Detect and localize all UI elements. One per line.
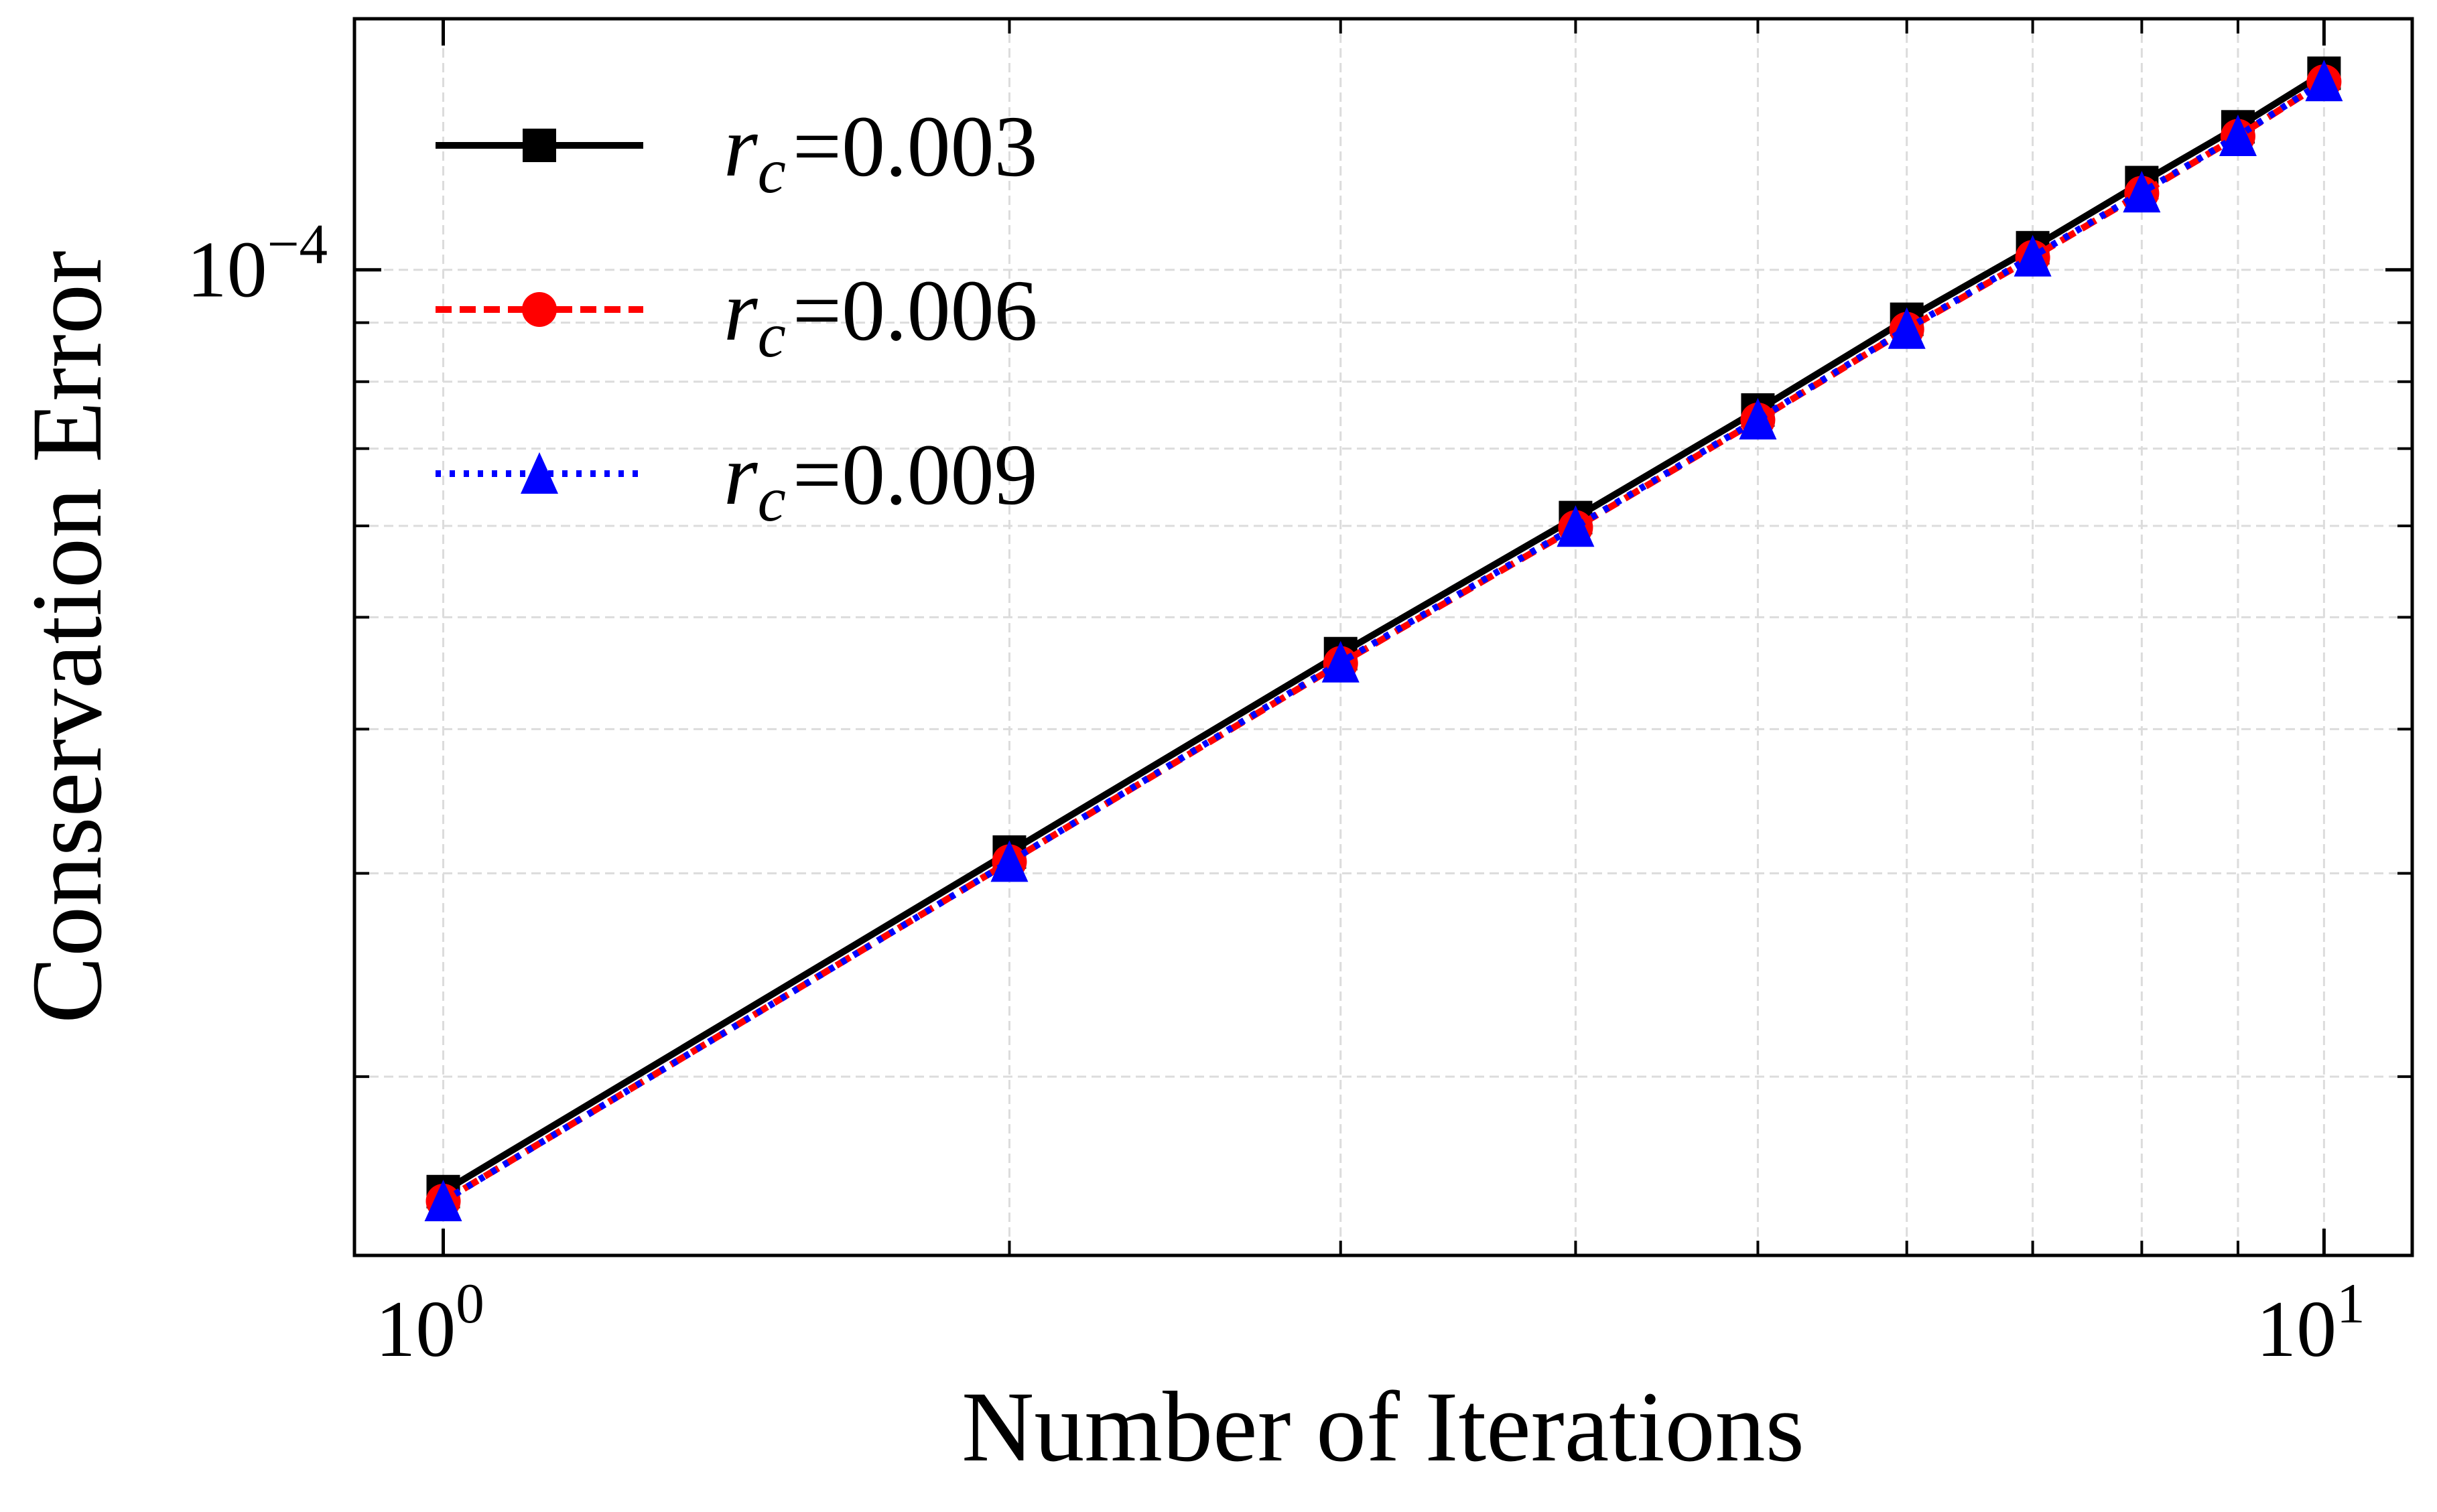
legend-label-1: rc=0.003 — [724, 98, 1038, 206]
legend-label-2: rc=0.006 — [724, 263, 1038, 370]
data-point-series-3 — [2014, 234, 2052, 277]
legend-marker-1 — [523, 129, 556, 162]
x-tick-label: 100 — [375, 1272, 484, 1373]
plot-frame — [352, 17, 2414, 1257]
data-point-series-3 — [1321, 640, 1360, 683]
data-point-series-3 — [424, 1180, 462, 1222]
data-point-series-3 — [2305, 60, 2343, 102]
legend: rc=0.003 rc=0.006 rc=0.009 — [436, 98, 1038, 535]
data-point-series-3 — [1557, 505, 1595, 547]
x-axis-label: Number of Iterations — [962, 1371, 1804, 1483]
x-tick-label: 101 — [2256, 1272, 2365, 1373]
legend-marker-2 — [522, 292, 557, 327]
data-point-series-3 — [1888, 307, 1926, 349]
data-point-series-3 — [2219, 114, 2257, 156]
series-line-3 — [441, 78, 2326, 1205]
y-tick-label: 10−4 — [187, 213, 328, 314]
data-point-series-3 — [990, 840, 1029, 882]
data-point-series-3 — [1739, 398, 1777, 440]
series-group — [424, 56, 2343, 1222]
axes: 100 101 10−4 — [187, 17, 2414, 1373]
y-axis-label: Conservation Error — [11, 251, 123, 1024]
legend-marker-3 — [521, 452, 558, 494]
legend-label-3: rc=0.009 — [724, 427, 1038, 535]
data-point-series-3 — [2123, 171, 2161, 213]
series-line-1 — [441, 70, 2326, 1195]
grid — [354, 19, 2412, 1255]
